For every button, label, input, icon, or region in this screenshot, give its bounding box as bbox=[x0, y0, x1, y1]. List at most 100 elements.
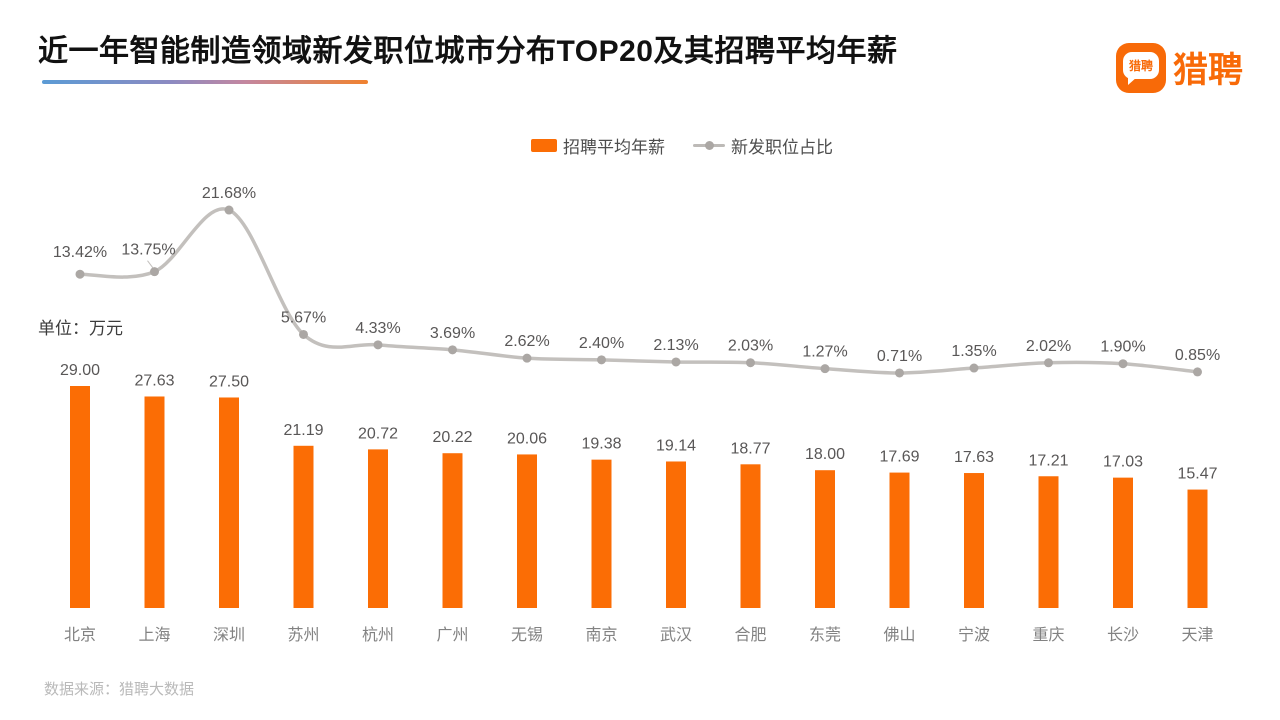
city-label: 苏州 bbox=[287, 626, 319, 644]
pct-label: 2.40% bbox=[579, 335, 624, 352]
bar-value-label: 19.14 bbox=[656, 437, 696, 454]
bar bbox=[591, 459, 612, 608]
city-label: 广州 bbox=[436, 626, 468, 644]
legend-item-salary: 招聘平均年薪 bbox=[531, 133, 665, 158]
city-label: 上海 bbox=[138, 626, 170, 644]
bar bbox=[666, 461, 686, 608]
bar-value-label: 20.72 bbox=[358, 425, 398, 442]
bar bbox=[815, 470, 835, 608]
unit-label: 单位：万元 bbox=[38, 319, 123, 338]
pct-label: 21.68% bbox=[202, 185, 256, 202]
city-label: 杭州 bbox=[362, 626, 394, 644]
speech-bubble-icon: 猎聘 bbox=[1123, 51, 1159, 85]
bar bbox=[70, 386, 90, 608]
share-line bbox=[79, 207, 1198, 375]
bar-value-label: 17.21 bbox=[1028, 452, 1068, 469]
city-label: 北京 bbox=[64, 626, 96, 644]
bar bbox=[517, 454, 537, 608]
line-point bbox=[299, 329, 308, 339]
bar-value-label: 21.19 bbox=[283, 422, 323, 439]
line-point bbox=[671, 357, 681, 367]
liepin-logo-icon: 猎聘 bbox=[1116, 42, 1166, 93]
pct-label: 13.42% bbox=[53, 244, 107, 261]
line-point bbox=[820, 364, 830, 374]
city-label: 天津 bbox=[1181, 626, 1213, 644]
city-label: 南京 bbox=[585, 626, 617, 644]
line-point bbox=[224, 205, 234, 215]
pct-label: 2.02% bbox=[1026, 338, 1071, 355]
bar-value-label: 17.63 bbox=[954, 449, 994, 466]
line-dot-icon bbox=[705, 141, 714, 150]
city-label: 长沙 bbox=[1107, 626, 1139, 644]
bar bbox=[1038, 476, 1059, 608]
pct-label: 1.90% bbox=[1100, 339, 1145, 356]
pct-label: 1.35% bbox=[951, 343, 996, 360]
city-label: 宁波 bbox=[958, 626, 990, 644]
city-label: 深圳 bbox=[213, 626, 245, 644]
pct-label: 4.33% bbox=[355, 320, 400, 337]
bar-value-label: 29.00 bbox=[60, 362, 100, 379]
line-point bbox=[746, 358, 755, 368]
pct-label: 5.67% bbox=[281, 309, 326, 326]
city-label: 东莞 bbox=[809, 626, 841, 644]
pct-label: 0.71% bbox=[877, 348, 922, 365]
city-label: 武汉 bbox=[660, 626, 692, 644]
bar bbox=[144, 396, 165, 608]
city-label: 合肥 bbox=[734, 626, 766, 644]
bar-value-label: 18.00 bbox=[805, 446, 845, 463]
bar-value-label: 27.50 bbox=[209, 373, 249, 390]
pct-label: 0.85% bbox=[1175, 347, 1220, 364]
bar bbox=[1113, 477, 1133, 608]
bar bbox=[740, 464, 761, 608]
bar bbox=[889, 472, 910, 608]
city-label: 无锡 bbox=[511, 626, 543, 644]
pct-label: 2.13% bbox=[653, 337, 698, 354]
bar bbox=[219, 397, 239, 608]
bar bbox=[964, 473, 984, 608]
liepin-logo: 猎聘 猎聘 bbox=[1116, 42, 1243, 93]
page-title: 近一年智能制造领域新发职位城市分布TOP20及其招聘平均年薪 bbox=[38, 35, 898, 68]
title-underline-gradient bbox=[42, 80, 368, 84]
label-leader-line bbox=[147, 260, 154, 269]
line-point bbox=[1118, 359, 1128, 369]
line-point bbox=[150, 267, 159, 277]
line-point bbox=[895, 368, 904, 378]
bar-value-label: 17.69 bbox=[879, 449, 919, 466]
pct-label: 1.27% bbox=[802, 344, 847, 361]
bar-value-label: 20.22 bbox=[432, 429, 472, 446]
pct-label: 13.75% bbox=[121, 242, 175, 259]
city-label: 重庆 bbox=[1032, 626, 1064, 644]
line-point bbox=[448, 345, 457, 355]
bar-value-label: 27.63 bbox=[134, 372, 174, 389]
line-point bbox=[75, 269, 85, 279]
legend-item-share: 新发职位占比 bbox=[693, 133, 833, 158]
legend-label-share: 新发职位占比 bbox=[731, 138, 833, 157]
bar bbox=[442, 453, 463, 608]
data-source-note: 数据来源：猎聘大数据 bbox=[44, 681, 195, 698]
line-point bbox=[597, 355, 606, 365]
pct-label: 2.03% bbox=[728, 338, 773, 355]
line-point bbox=[522, 353, 532, 363]
logo-bubble-text: 猎聘 bbox=[1128, 58, 1153, 73]
legend-label-salary: 招聘平均年薪 bbox=[563, 138, 665, 157]
bar-swatch-icon bbox=[531, 139, 557, 152]
bar-value-label: 19.38 bbox=[581, 436, 621, 453]
line-point bbox=[1193, 367, 1202, 377]
city-label: 佛山 bbox=[883, 626, 915, 644]
pct-label: 3.69% bbox=[430, 325, 475, 342]
logo-brand-text: 猎聘 bbox=[1173, 51, 1244, 90]
chart-legend: 招聘平均年薪 新发职位占比 bbox=[531, 133, 833, 158]
line-swatch-icon bbox=[693, 141, 725, 150]
bar-value-label: 20.06 bbox=[507, 430, 547, 447]
bar bbox=[1187, 489, 1208, 608]
bar-value-label: 17.03 bbox=[1103, 454, 1143, 471]
pct-label: 2.62% bbox=[504, 333, 549, 350]
bar-value-label: 15.47 bbox=[1177, 466, 1217, 483]
bar bbox=[368, 449, 388, 608]
bar-value-label: 18.77 bbox=[730, 440, 770, 457]
line-point bbox=[1044, 358, 1053, 368]
bar bbox=[293, 445, 314, 608]
line-point bbox=[373, 340, 383, 350]
line-point bbox=[969, 363, 979, 373]
